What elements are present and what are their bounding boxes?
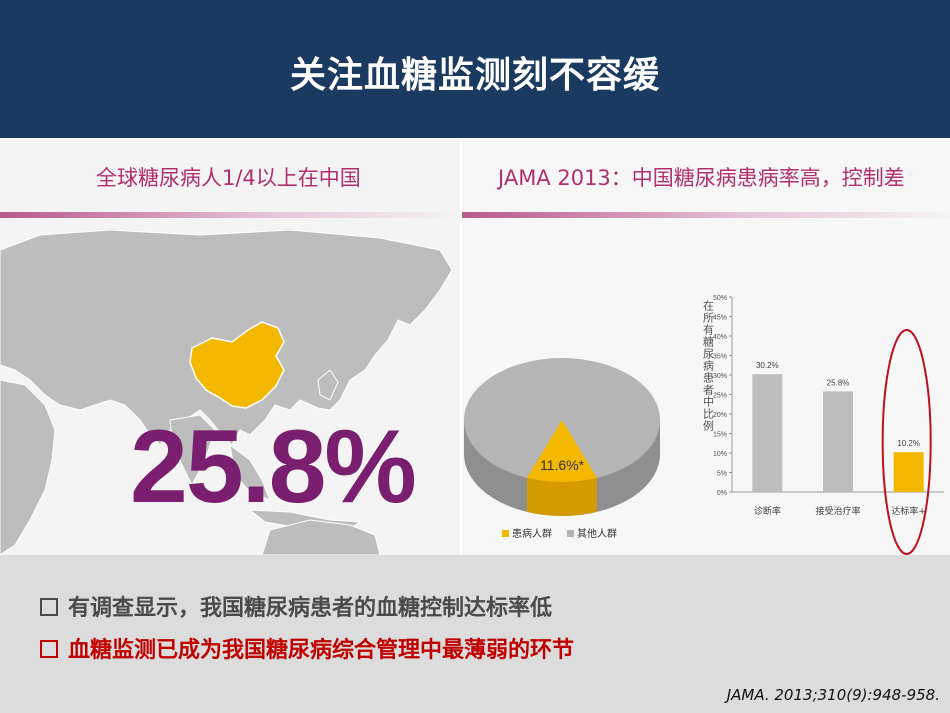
- india-landmass: [169, 414, 216, 487]
- citation: JAMA. 2013;310(9):948-958.: [726, 686, 940, 704]
- bar: [823, 391, 853, 492]
- world-map: [0, 230, 453, 555]
- legend-swatch: [567, 530, 574, 537]
- japan-landmass: [317, 369, 339, 401]
- y-tick-label: 45%: [713, 315, 727, 322]
- left-panel-title: 全球糖尿病人1/4以上在中国: [96, 166, 361, 190]
- bar-data-label: 30.2%: [756, 361, 779, 370]
- y-tick-label: 20%: [713, 412, 727, 419]
- bullet-text-1: 有调查显示，我国糖尿病患者的血糖控制达标率低: [68, 596, 553, 621]
- y-tick-label: 40%: [713, 334, 727, 341]
- x-tick-label: 诊断率: [754, 505, 781, 517]
- pie-data-label: 11.6%*: [540, 457, 585, 473]
- legend-label: 其他人群: [577, 527, 617, 540]
- x-tick-label: 达标率+: [891, 505, 926, 517]
- bullet-point-1: 有调查显示，我国糖尿病患者的血糖控制达标率低: [40, 590, 552, 622]
- y-tick-label: 0%: [717, 490, 727, 497]
- right-panel-title: JAMA 2013：中国糖尿病患病率高，控制差: [498, 166, 905, 190]
- australia-landmass: [261, 519, 381, 555]
- summary-band: [0, 555, 950, 713]
- y-tick-label: 25%: [713, 393, 727, 400]
- bullet-point-2: 血糖监测已成为我国糖尿病综合管理中最薄弱的环节: [40, 632, 574, 664]
- y-tick-label: 35%: [713, 354, 727, 361]
- bar-data-label: 10.2%: [897, 439, 920, 448]
- legend-label: 患病人群: [512, 527, 552, 540]
- se-asia-landmass: [229, 443, 271, 501]
- right-panel: JAMA 2013：中国糖尿病患病率高，控制差 11.6%* 患病人群 其他人群 在…: [462, 140, 950, 555]
- checkbox-square-icon: [40, 640, 58, 658]
- slide-title: 关注血糖监测刻不容缓: [289, 55, 660, 96]
- eurasia-landmass: [0, 230, 453, 446]
- left-divider: [0, 212, 460, 218]
- bar-data-label: 25.8%: [827, 378, 850, 387]
- left-panel: 全球糖尿病人1/4以上在中国 25.8%: [0, 140, 460, 555]
- china-share-value: 25.8%: [130, 409, 417, 525]
- y-tick-label: 5%: [717, 471, 727, 478]
- bullet-text-2: 血糖监测已成为我国糖尿病综合管理中最薄弱的环节: [68, 638, 575, 663]
- y-tick-label: 15%: [713, 432, 727, 439]
- pie-slice-patients: [527, 420, 597, 482]
- x-tick-label: 接受治疗率: [815, 505, 860, 517]
- checkbox-square-icon: [40, 598, 58, 616]
- china-highlight: [189, 321, 285, 409]
- y-tick-label: 50%: [713, 295, 727, 302]
- bar: [752, 374, 783, 492]
- y-tick-label: 30%: [713, 373, 727, 380]
- pie-slice-patients-side: [527, 477, 597, 516]
- highlight-ellipse: [881, 329, 932, 555]
- control-rate-bar-chart: 在所有糖尿病患者中比例 0% 5% 10% 15% 20% 25% 30% 35% 40% 45% 5…: [702, 295, 944, 555]
- legend-swatch: [502, 530, 509, 537]
- y-tick-label: 10%: [713, 451, 727, 458]
- y-axis-label: 在所有糖尿病患者中比例: [702, 300, 715, 432]
- africa-landmass: [0, 379, 56, 555]
- right-divider: [462, 212, 950, 218]
- slide-header: 关注血糖监测刻不容缓: [0, 0, 950, 138]
- bar: [893, 452, 924, 492]
- prevalence-pie-chart: 11.6%* 患病人群 其他人群: [464, 358, 660, 540]
